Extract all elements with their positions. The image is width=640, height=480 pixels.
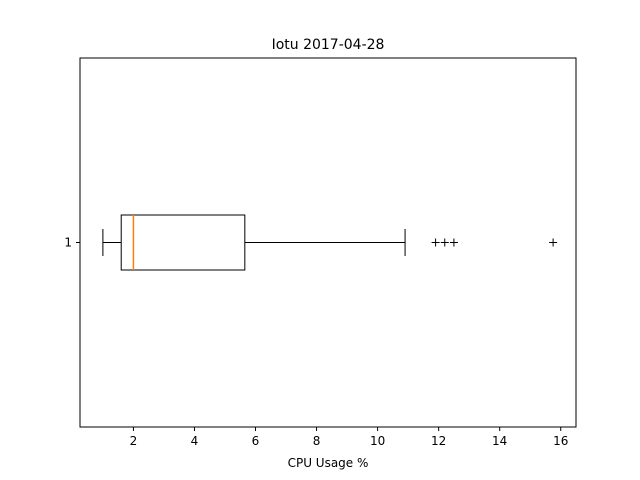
outlier-marker [449, 238, 458, 247]
x-tick-label: 12 [431, 434, 446, 448]
x-tick-label: 16 [553, 434, 568, 448]
x-axis-ticks: 2 4 6 8 10 12 14 16 [130, 427, 568, 448]
y-axis-ticks: 1 [64, 236, 80, 250]
x-tick-label: 4 [191, 434, 199, 448]
x-tick-label: 6 [252, 434, 260, 448]
box-group [102, 214, 558, 271]
x-tick-label: 10 [370, 434, 385, 448]
y-tick-label: 1 [64, 236, 72, 250]
x-tick-label: 8 [313, 434, 321, 448]
outlier-marker [440, 238, 449, 247]
outlier-marker [549, 238, 558, 247]
iqr-box [120, 214, 246, 271]
chart-title: Iotu 2017-04-28 [272, 37, 385, 53]
x-axis-label: CPU Usage % [288, 456, 369, 470]
x-tick-label: 14 [492, 434, 507, 448]
x-tick-label: 2 [130, 434, 138, 448]
outlier-marker [431, 238, 440, 247]
